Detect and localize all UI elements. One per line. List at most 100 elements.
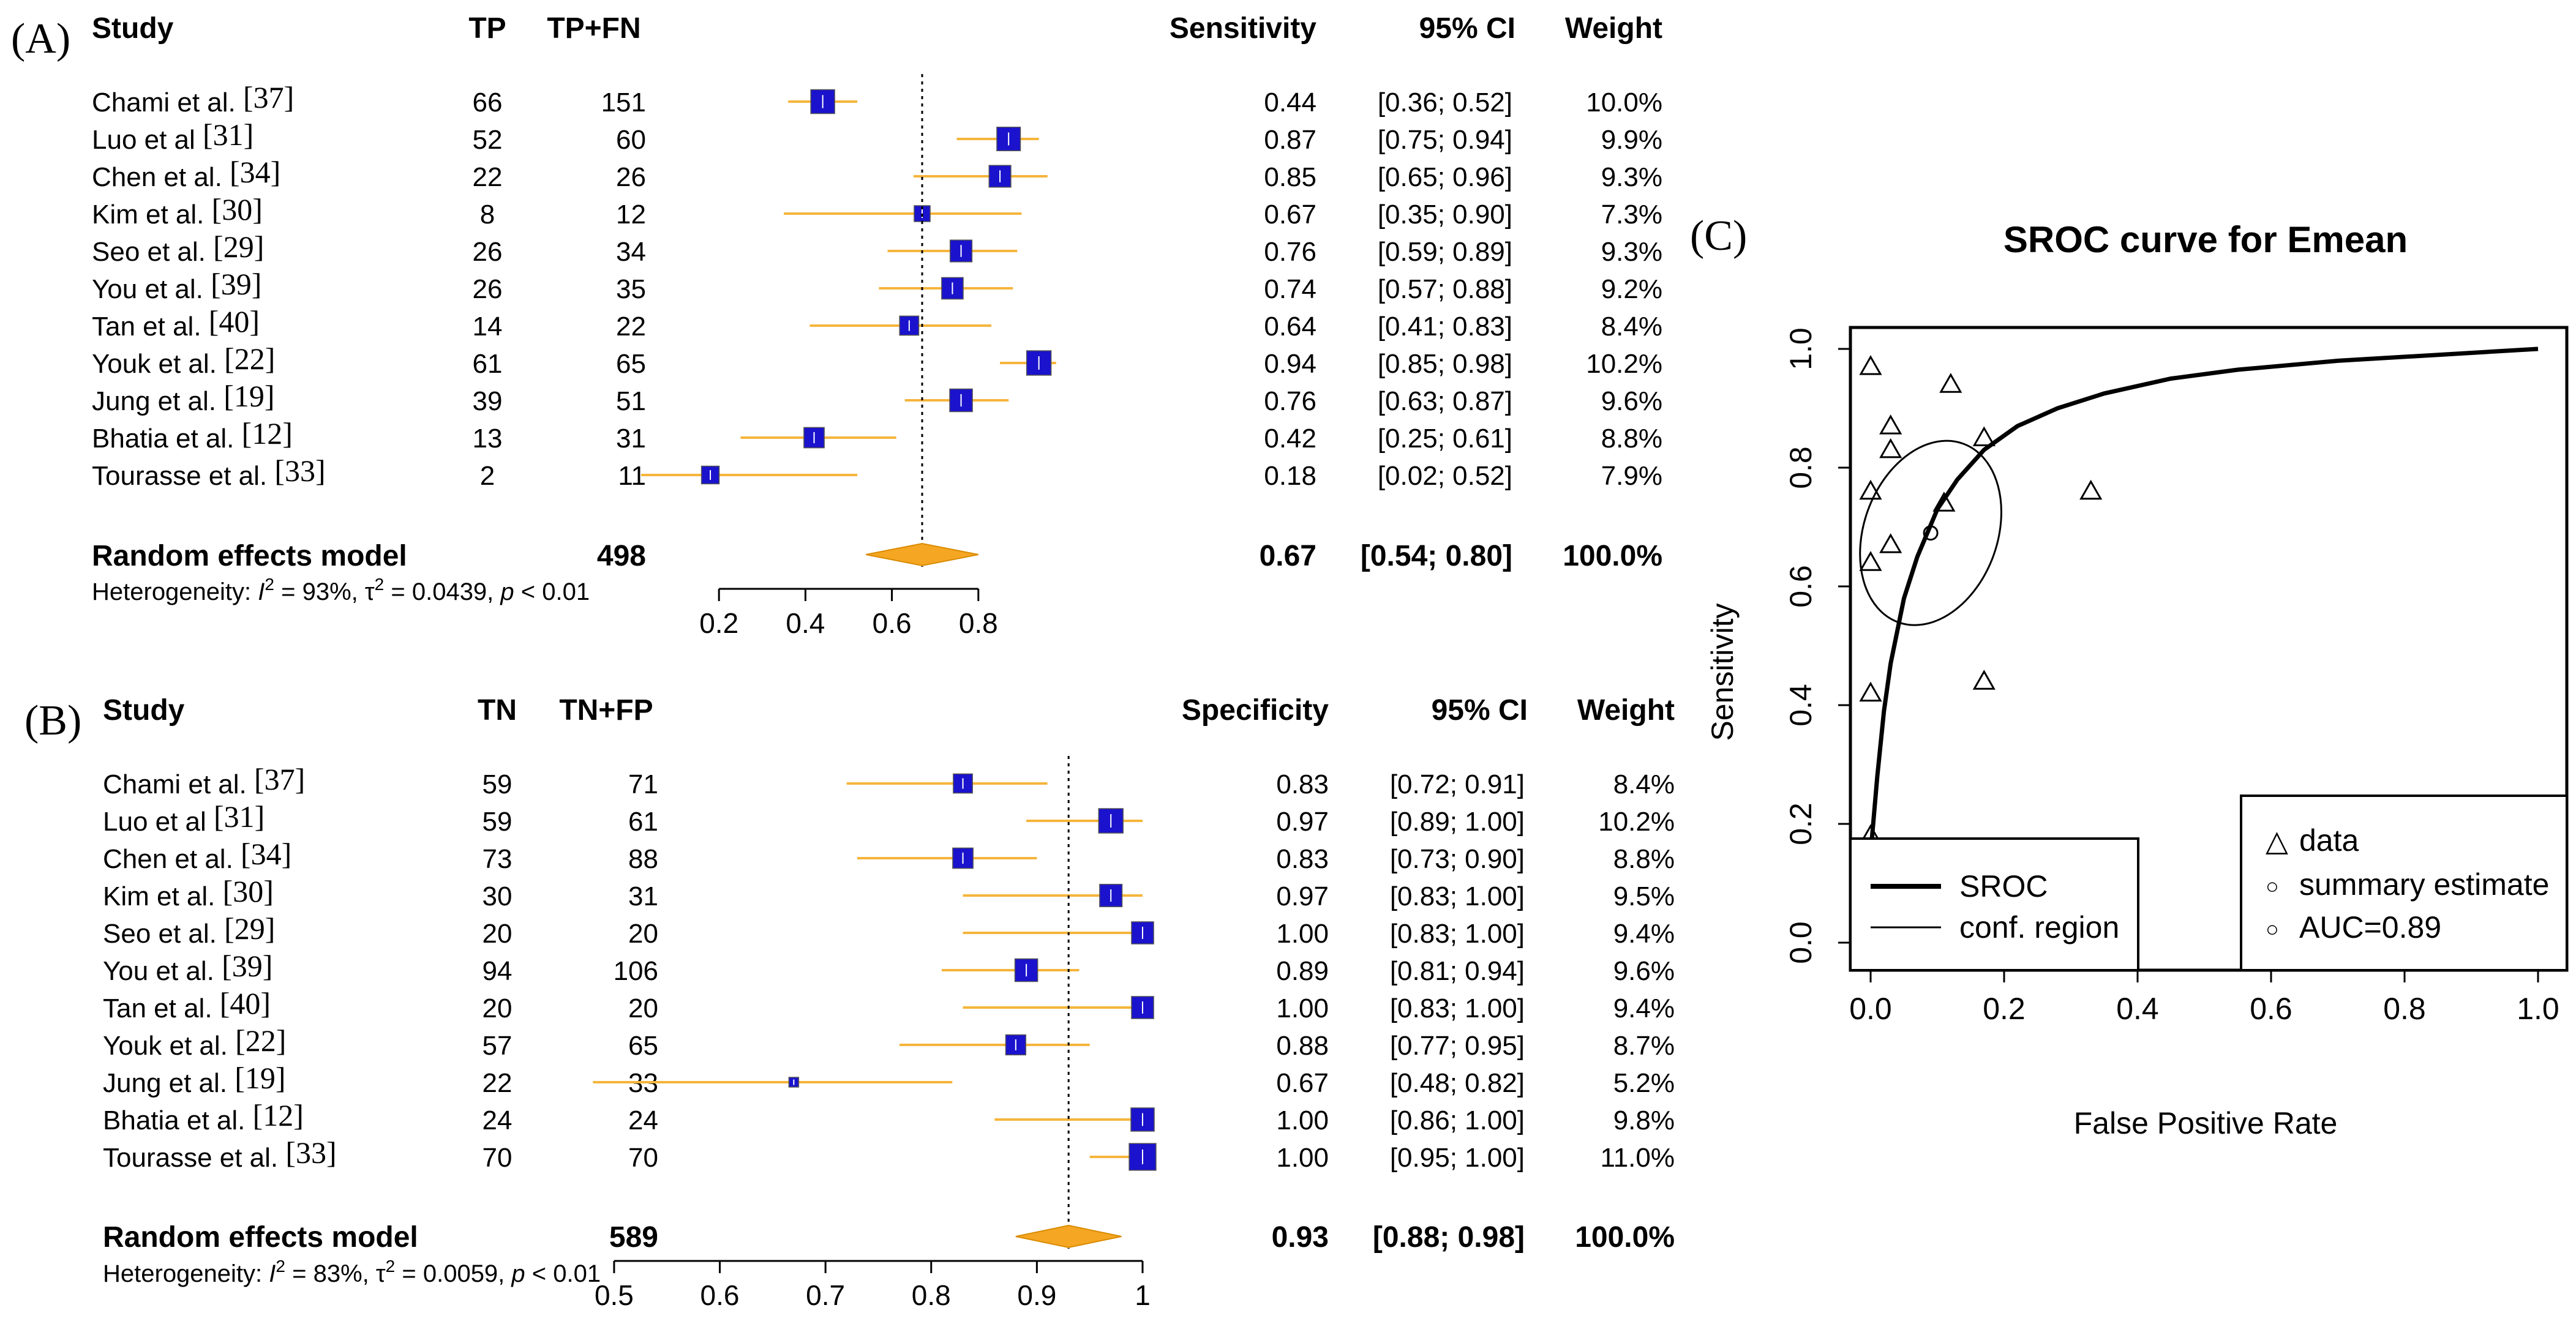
panel-label-a: (A) (11, 15, 70, 62)
events-value: 14 (473, 312, 503, 342)
data-point-triangle (2079, 479, 2103, 500)
pooled-diamond (866, 542, 978, 567)
study-header: Study (103, 694, 185, 727)
total-value: 65 (628, 1031, 658, 1061)
legend-right-box (2240, 795, 2568, 971)
estimate-square (803, 427, 825, 449)
ci-value: [0.41; 0.83] (1378, 312, 1512, 342)
tn-fp-header: TN+FP (559, 694, 653, 727)
x-tick-label: 0.2 (699, 607, 738, 639)
tp-header: TP (468, 12, 506, 45)
sroc-curve (1868, 346, 2539, 854)
weight-value: 9.4% (1613, 919, 1675, 949)
tp-fn-header: TP+FN (547, 12, 640, 45)
weight-value: 9.4% (1613, 993, 1675, 1023)
ci-value: [0.59; 0.89] (1378, 237, 1512, 267)
data-point-triangle (1932, 492, 1956, 512)
events-value: 30 (483, 881, 513, 911)
data-point-triangle (1859, 551, 1882, 571)
legend-left-box (1849, 837, 2139, 971)
study-name: Chen et al. [34] (103, 837, 291, 874)
y-tick-label: 0.4 (1784, 684, 1818, 727)
estimate-value: 0.85 (1264, 162, 1316, 192)
estimate-value: 0.67 (1276, 1068, 1329, 1098)
total-value: 71 (628, 769, 658, 799)
estimate-value: 0.87 (1264, 125, 1316, 155)
weight-value: 7.9% (1601, 461, 1662, 491)
study-name: Youk et al. [22] (103, 1023, 286, 1061)
pooled-diamond (1015, 1224, 1122, 1249)
data-point-triangle (1879, 533, 1902, 553)
panel-label-c: (C) (1690, 212, 1747, 260)
pooled-total: 498 (597, 540, 646, 572)
legend-left: SROC conf. region (1849, 837, 2139, 971)
study-name: Tan et al. [40] (92, 304, 260, 342)
data-point-triangle (1859, 681, 1882, 702)
total-value: 151 (601, 88, 646, 118)
forest-markers: 0.2 0.4 0.6 0.8 (641, 74, 1056, 639)
legend-conf-region-label: conf. region (1959, 910, 2119, 944)
weight-value: 9.5% (1613, 881, 1675, 911)
events-value: 66 (473, 88, 503, 118)
forest-markers: 0.5 0.6 0.7 0.8 0.9 1 (593, 756, 1157, 1311)
estimate-value: 0.97 (1276, 881, 1329, 911)
events-value: 24 (483, 1105, 513, 1135)
pooled-estimate: 0.67 (1260, 540, 1316, 572)
specificity-header: Specificity (1182, 694, 1329, 727)
estimate-value: 0.83 (1276, 769, 1329, 799)
x-tick-label: 0.2 (1983, 992, 2026, 1026)
sroc-plot: (C) SROC curve for Emean 0.0 0.2 0.4 0.6 0.8… (1690, 212, 2569, 1140)
weight-header: Weight (1565, 12, 1662, 45)
sroc-axes: 0.0 0.2 0.4 0.6 0.8 1.0 0.0 0.2 0.4 0.6 0.8 1.0 (1784, 327, 2559, 1026)
study-name: Chen et al. [34] (92, 155, 280, 192)
pooled-ci: [0.88; 0.98] (1373, 1221, 1525, 1254)
events-value: 52 (473, 125, 503, 155)
total-value: 31 (616, 424, 646, 454)
study-name: Jung et al. [19] (103, 1061, 286, 1098)
legend-circle-icon: ○ (2266, 873, 2279, 899)
weight-value: 9.8% (1613, 1105, 1675, 1135)
x-tick-label: 1 (1135, 1279, 1151, 1311)
study-name: Seo et al. [29] (103, 911, 275, 949)
estimate-value: 1.00 (1276, 1143, 1329, 1173)
total-value: 20 (628, 919, 658, 949)
y-tick-label: 1.0 (1784, 327, 1818, 370)
study-name: Chami et al. [37] (103, 762, 305, 799)
x-tick-label: 0.6 (2250, 992, 2292, 1026)
weight-value: 8.8% (1601, 424, 1662, 454)
x-tick-label: 0.4 (2116, 992, 2159, 1026)
total-value: 70 (628, 1143, 658, 1173)
study-name: You et al. [39] (92, 267, 261, 304)
specificity-forest-plot: (B) Study TN TN+FP Specificity 95% CI We… (24, 694, 1675, 1311)
ci-value: [0.75; 0.94] (1378, 125, 1512, 155)
x-tick-label: 0.6 (700, 1279, 740, 1311)
data-point-triangle (1859, 355, 1882, 375)
events-value: 22 (483, 1068, 513, 1098)
x-axis-label: False Positive Rate (2074, 1106, 2338, 1140)
study-name: Bhatia et al. [12] (92, 416, 293, 454)
data-point-triangle (1972, 670, 1996, 690)
total-value: 31 (628, 881, 658, 911)
tn-header: TN (478, 694, 517, 727)
estimate-value: 0.74 (1264, 274, 1316, 304)
weight-value: 9.6% (1613, 956, 1675, 986)
study-name: You et al. [39] (103, 949, 272, 986)
legend-auc-icon: ○ (2266, 916, 2279, 941)
estimate-value: 0.67 (1264, 200, 1316, 230)
estimate-value: 0.94 (1264, 349, 1316, 379)
weight-value: 8.7% (1613, 1031, 1675, 1061)
ci-value: [0.25; 0.61] (1378, 424, 1512, 454)
total-value: 65 (616, 349, 646, 379)
study-name: Luo et al [31] (92, 118, 253, 155)
weight-header: Weight (1577, 694, 1675, 727)
ci-header: 95% CI (1419, 12, 1515, 45)
ci-value: [0.35; 0.90] (1378, 200, 1512, 230)
weight-value: 9.9% (1601, 125, 1662, 155)
ci-value: [0.63; 0.87] (1378, 386, 1512, 416)
estimate-value: 0.83 (1276, 844, 1329, 874)
events-value: 70 (483, 1143, 513, 1173)
total-value: 34 (616, 237, 646, 267)
x-tick-label: 0.8 (2383, 992, 2426, 1026)
total-value: 26 (616, 162, 646, 192)
total-value: 35 (616, 274, 646, 304)
